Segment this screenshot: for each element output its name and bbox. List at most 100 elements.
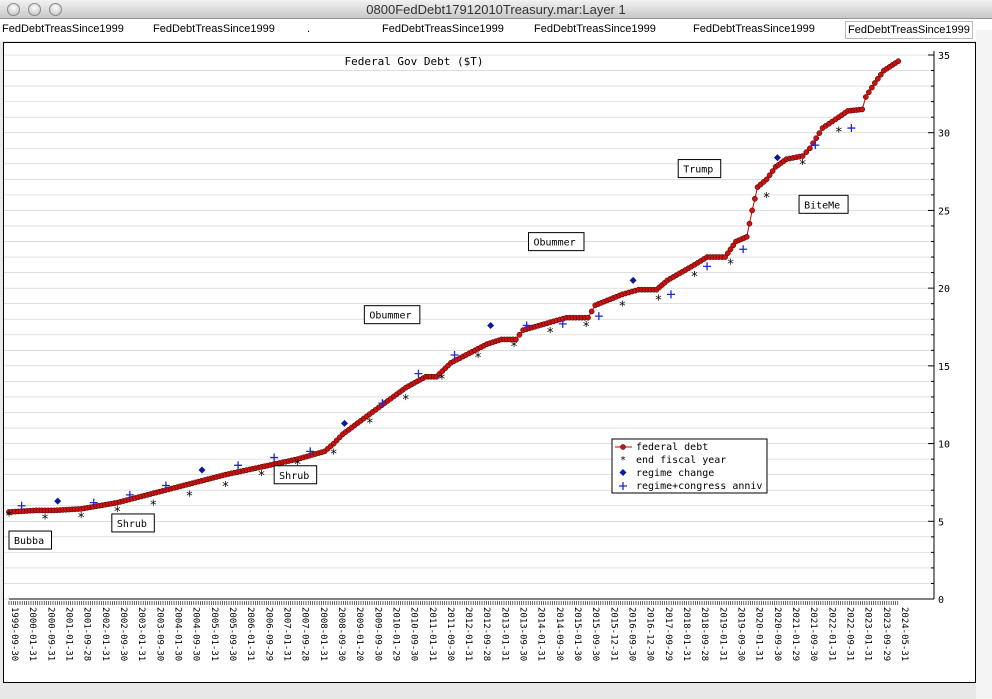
x-tick-label: 2020-09-30 — [772, 607, 782, 661]
tab-7-active[interactable]: FedDebtTreasSince1999 — [845, 21, 973, 39]
x-tick-label: 1999-09-30 — [9, 607, 19, 661]
y-tick-label: 30 — [938, 129, 950, 140]
federal-debt-point — [730, 242, 737, 249]
tab-bar: FedDebtTreasSince1999 FedDebtTreasSince1… — [0, 19, 992, 41]
x-tick-label: 2010-09-30 — [409, 607, 419, 661]
x-tick-label: 2015-12-31 — [608, 607, 618, 661]
federal-debt-point — [813, 135, 820, 142]
regime-congress-anniv-point — [125, 490, 134, 499]
federal-debt-point — [769, 168, 776, 174]
x-tick-label: 2000-01-31 — [27, 607, 37, 661]
x-tick-label: 2003-01-31 — [136, 607, 146, 661]
regime-change-point — [773, 154, 781, 162]
annotation-label: Shrub — [117, 519, 147, 530]
y-tick-label: 35 — [938, 51, 950, 62]
annotation-box — [363, 305, 421, 325]
x-tick-label: 2004-09-30 — [191, 607, 201, 661]
x-tick-label: 2001-01-31 — [63, 607, 73, 661]
x-tick-label: 2020-01-31 — [754, 607, 764, 661]
legend-label: regime+congress anniv — [636, 481, 762, 492]
x-tick-label: 2006-01-31 — [245, 607, 255, 661]
regime-congress-anniv-point — [89, 498, 98, 507]
federal-debt-point — [746, 220, 753, 227]
legend-label: federal debt — [636, 442, 708, 453]
federal-debt-point — [727, 246, 734, 253]
annotation-label: Bubba — [14, 536, 44, 547]
x-tick-label: 2019-01-31 — [717, 607, 727, 661]
x-tick-label: 2023-01-31 — [863, 607, 873, 661]
legend-label: end fiscal year — [636, 455, 726, 466]
regime-change-point — [341, 419, 349, 427]
x-tick-label: 2011-01-31 — [427, 607, 437, 661]
federal-debt-point — [799, 153, 806, 159]
federal-debt-point — [743, 234, 750, 240]
x-tick-label: 2012-01-31 — [463, 607, 473, 661]
federal-debt-point — [874, 75, 881, 82]
end-fiscal-year-point: * — [77, 511, 85, 526]
tab-1[interactable]: FedDebtTreasSince1999 — [2, 23, 124, 35]
regime-congress-anniv-point — [847, 124, 856, 133]
zoom-button[interactable] — [49, 3, 62, 16]
federal-debt-point — [724, 250, 731, 257]
annotation-box — [677, 159, 722, 179]
x-tick-label: 2007-01-31 — [281, 607, 291, 661]
regime-congress-anniv-point — [17, 501, 26, 510]
end-fiscal-year-point: * — [258, 469, 266, 484]
end-fiscal-year-point: * — [185, 489, 193, 504]
federal-debt-point — [895, 58, 902, 65]
minimize-button[interactable] — [28, 3, 41, 16]
annotation-box — [111, 513, 155, 533]
legend-cross-icon — [619, 482, 627, 490]
regime-change-point — [198, 466, 206, 474]
federal-debt-point — [752, 195, 758, 202]
end-fiscal-year-point: * — [546, 326, 554, 341]
federal-debt-point — [816, 130, 823, 136]
tab-2[interactable]: FedDebtTreasSince1999 — [153, 23, 275, 35]
chart-svg: Federal Gov Debt ($T) 0 5 10 15 20 25 30 35 1999… — [4, 51, 950, 661]
end-fiscal-year-point: * — [618, 300, 626, 315]
x-tick-label: 2018-01-31 — [681, 607, 691, 661]
x-tick-label: 2014-09-30 — [554, 607, 564, 661]
y-tick-label: 25 — [938, 206, 950, 217]
x-tick-label: 2013-09-30 — [518, 607, 528, 661]
x-tick-label: 2014-01-31 — [536, 607, 546, 661]
x-tick-label: 2012-09-28 — [481, 607, 491, 661]
federal-debt-point — [859, 106, 866, 113]
tab-6[interactable]: FedDebtTreasSince1999 — [693, 23, 815, 35]
tab-3[interactable]: . — [307, 23, 311, 35]
x-tick-label: 2008-01-31 — [318, 607, 328, 661]
regime-congress-anniv-point — [594, 312, 603, 321]
federal-debt-point — [722, 254, 728, 260]
x-tick-label: 2007-09-28 — [300, 607, 310, 661]
federal-debt-point — [807, 145, 813, 152]
end-fiscal-year-point: * — [763, 191, 771, 206]
end-fiscal-year-point: * — [330, 447, 338, 462]
federal-debt-point — [749, 207, 756, 214]
close-button[interactable] — [7, 3, 20, 16]
x-tick-label: 2018-09-28 — [699, 607, 709, 661]
y-tick-label: 5 — [938, 517, 944, 528]
tab-4[interactable]: FedDebtTreasSince1999 — [382, 23, 504, 35]
end-fiscal-year-point: * — [799, 158, 807, 173]
x-tick-label: 2013-01-31 — [499, 607, 509, 661]
x-tick-label: 2003-09-30 — [154, 607, 164, 661]
x-tick-label: 2005-01-31 — [209, 607, 219, 661]
x-tick-label: 2015-09-30 — [590, 607, 600, 661]
end-fiscal-year-point: * — [510, 340, 518, 355]
x-tick-label: 2016-12-30 — [645, 607, 655, 661]
x-tick-label: 2001-09-28 — [82, 607, 92, 661]
annotation-box — [798, 194, 849, 214]
scrollbar[interactable] — [976, 30, 992, 699]
regime-congress-anniv-point — [414, 369, 423, 378]
x-tick-label: 2017-09-29 — [663, 607, 673, 661]
tab-5[interactable]: FedDebtTreasSince1999 — [534, 23, 656, 35]
x-tick-label: 2016-09-30 — [627, 607, 637, 661]
end-fiscal-year-point: * — [222, 480, 230, 495]
x-tick-label: 2002-01-31 — [100, 607, 110, 661]
end-fiscal-year-point: * — [582, 320, 590, 335]
annotation-label: Obummer — [369, 311, 411, 322]
federal-debt-point — [868, 84, 875, 91]
regime-change-point — [487, 321, 495, 329]
y-tick-label: 20 — [938, 284, 950, 295]
x-tick-label: 2000-09-31 — [45, 607, 55, 661]
